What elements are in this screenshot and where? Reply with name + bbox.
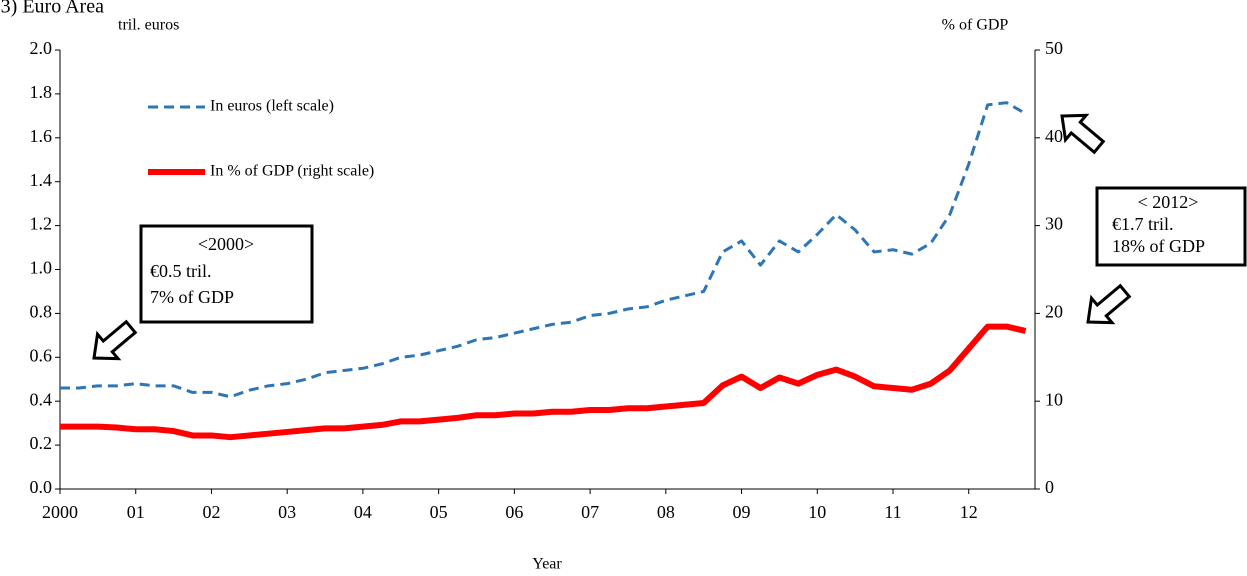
y-tick-label: 1.2 <box>30 214 53 234</box>
y-tick-label: 1.8 <box>30 82 53 102</box>
annotation-text: <2000> <box>198 234 254 254</box>
x-tick-label: 06 <box>505 502 523 522</box>
series-line <box>60 323 1027 441</box>
x-tick-label: 07 <box>581 502 599 522</box>
annotation-text: €1.7 tril. <box>1112 214 1174 234</box>
y2-axis-label: % of GDP <box>942 17 1009 34</box>
x-tick-label: 12 <box>960 502 978 522</box>
y-tick-label: 0.2 <box>30 433 53 453</box>
legend-label: In % of GDP (right scale) <box>210 163 374 180</box>
y-tick-label: 0.0 <box>30 477 53 497</box>
x-tick-label: 05 <box>430 502 448 522</box>
y2-tick-label: 20 <box>1045 302 1063 322</box>
x-tick-label: 03 <box>278 502 296 522</box>
arrow <box>92 319 138 361</box>
annotation-text: < 2012> <box>1138 192 1199 212</box>
x-tick-label: 11 <box>884 502 901 522</box>
legend-label: In euros (left scale) <box>210 98 334 115</box>
annotation-box <box>1095 186 1247 267</box>
annotation-text: €0.5 tril. <box>150 261 212 281</box>
y-axis-label: tril. euros <box>118 17 179 34</box>
x-tick-label: 01 <box>127 502 145 522</box>
y-tick-label: 2.0 <box>30 38 53 58</box>
x-axis-label: Year <box>532 556 562 573</box>
annotation-text: 7% of GDP <box>150 287 234 307</box>
y-tick-label: 1.6 <box>30 126 53 146</box>
y2-tick-label: 50 <box>1045 38 1063 58</box>
y2-tick-label: 40 <box>1045 126 1063 146</box>
annotation-box <box>139 224 314 324</box>
x-tick-label: 10 <box>808 502 826 522</box>
series-line <box>60 101 1027 399</box>
x-tick-label: 2000 <box>42 502 78 522</box>
y-tick-label: 0.8 <box>30 302 53 322</box>
arrow <box>1086 283 1132 325</box>
annotation-text: 18% of GDP <box>1112 236 1205 256</box>
x-tick-label: 08 <box>657 502 675 522</box>
y-tick-label: 0.4 <box>30 389 53 409</box>
y-tick-label: 1.0 <box>30 258 53 278</box>
y-tick-label: 1.4 <box>30 170 53 190</box>
arrow <box>1060 113 1106 155</box>
x-tick-label: 02 <box>202 502 220 522</box>
x-tick-label: 09 <box>733 502 751 522</box>
y-tick-label: 0.6 <box>30 345 53 365</box>
y2-tick-label: 30 <box>1045 214 1063 234</box>
x-tick-label: 04 <box>354 502 372 522</box>
chart-title: (3) Euro Area <box>0 0 104 18</box>
y2-tick-label: 10 <box>1045 389 1063 409</box>
y2-tick-label: 0 <box>1045 477 1054 497</box>
